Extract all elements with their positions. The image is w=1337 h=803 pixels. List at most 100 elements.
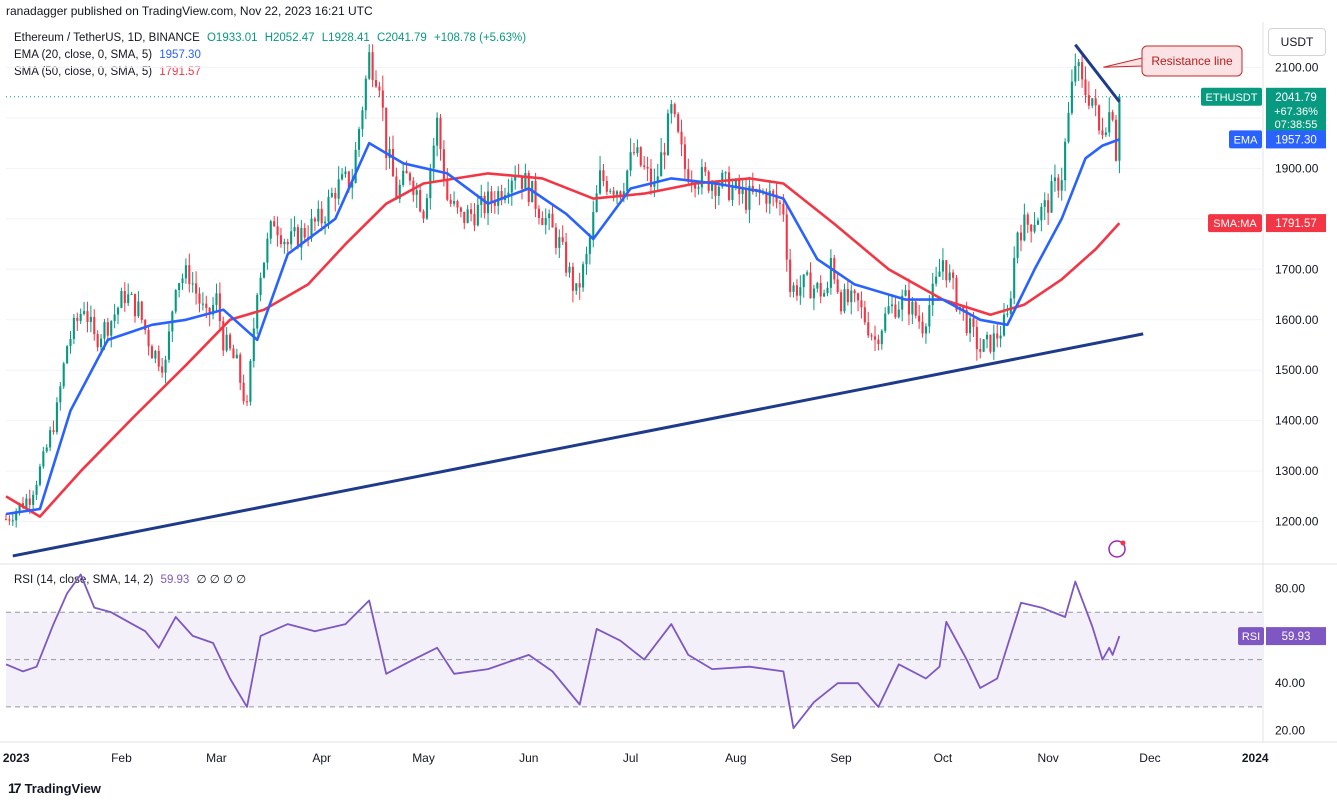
candle-body <box>612 190 615 195</box>
candle-body <box>992 333 995 352</box>
candle-body <box>880 330 883 345</box>
candle-body <box>76 317 79 321</box>
candle-body <box>215 293 218 305</box>
ema-legend-value: 1957.30 <box>159 49 201 61</box>
candle-body <box>1094 98 1097 106</box>
low-value: L1928.41 <box>321 32 370 44</box>
high-value: H2052.47 <box>264 32 315 44</box>
candle-body <box>28 498 31 505</box>
ema-20-line <box>5 138 1120 516</box>
candle-body <box>480 195 483 205</box>
ema-legend[interactable]: EMA (20, close, 0, SMA, 5) 1957.30 <box>14 49 201 61</box>
ethusdt-price-label-extra: 07:38:55 <box>1275 119 1318 131</box>
candle-body <box>269 221 272 239</box>
candle-body <box>1053 177 1056 182</box>
candle-body <box>123 291 126 304</box>
publisher-line: ranadagger published on TradingView.com,… <box>6 4 373 18</box>
sma-price-label-tag: SMA:MA <box>1213 218 1257 230</box>
change-value: +108.78 (+5.63%) <box>434 32 527 44</box>
candle-body <box>49 430 52 448</box>
candle-body <box>1026 214 1029 225</box>
candle-body <box>466 209 469 224</box>
candle-body <box>972 318 975 327</box>
candle-body <box>99 338 103 348</box>
rsi-tag-box <box>1238 627 1264 646</box>
candle-body <box>1104 132 1107 136</box>
candle-body <box>201 303 204 305</box>
candle-body <box>93 316 96 335</box>
candle-body <box>398 184 401 199</box>
sma-legend-label: SMA (50, close, 0, SMA, 5) <box>14 66 153 78</box>
candle-body <box>317 208 320 222</box>
rsi-legend[interactable]: RSI (14, close, SMA, 14, 2) 59.93 ∅ ∅ ∅ … <box>14 572 246 586</box>
candle-body <box>826 287 829 294</box>
time-tick-label: 2024 <box>1242 751 1269 765</box>
sma-legend-value: 1791.57 <box>159 66 201 78</box>
candle-body <box>344 171 347 175</box>
candle-body <box>724 172 727 174</box>
candle-body <box>436 117 439 146</box>
candle-body <box>860 300 863 308</box>
candle-body <box>120 291 123 308</box>
symbol-name[interactable]: Ethereum / TetherUS, 1D, BINANCE <box>14 32 200 44</box>
candle-body <box>924 326 927 334</box>
candle-body <box>79 313 82 321</box>
candle-body <box>449 199 452 204</box>
candle-body <box>42 451 45 467</box>
candle-body <box>955 277 958 311</box>
candle-body <box>276 226 279 236</box>
ethusdt-price-label-tag-box <box>1201 87 1262 106</box>
candle-body <box>293 227 296 232</box>
currency-unit-button[interactable]: USDT <box>1268 28 1326 56</box>
candle-body <box>385 107 388 158</box>
candle-body <box>592 212 595 238</box>
candle-body <box>877 339 880 345</box>
candle-body <box>996 333 999 339</box>
candle-body <box>979 349 982 352</box>
candle-body <box>62 363 65 387</box>
tradingview-brand[interactable]: 17 TradingView <box>8 780 101 796</box>
candle-body <box>938 271 941 277</box>
candle-body <box>1009 298 1012 314</box>
candle-body <box>785 214 788 260</box>
candle-body <box>714 183 717 196</box>
candle-body <box>351 182 354 188</box>
candle-body <box>262 262 266 278</box>
time-tick-label: May <box>412 751 435 765</box>
lightning-icon-dot <box>1120 540 1126 546</box>
candle-body <box>605 181 608 192</box>
candle-body <box>245 401 249 403</box>
candle-body <box>901 295 904 310</box>
candle-body <box>782 203 785 215</box>
candle-body <box>225 334 228 351</box>
price-tick-label: 1300.00 <box>1275 464 1319 478</box>
candle-body <box>836 279 839 293</box>
candle-body <box>232 348 235 359</box>
candle-body <box>561 237 564 242</box>
ethusdt-price-label-tag: ETHUSDT <box>1206 92 1258 104</box>
candle-body <box>1040 206 1043 221</box>
candle-body <box>337 179 340 199</box>
sma-price-label-tag-box <box>1208 214 1262 233</box>
ema-price-label-tag: EMA <box>1234 134 1259 146</box>
candle-body <box>1033 224 1036 232</box>
candle-body <box>636 147 639 154</box>
candle-body <box>870 335 873 337</box>
sma-legend[interactable]: SMA (50, close, 0, SMA, 5) 1791.57 <box>14 66 201 78</box>
time-tick-label: Aug <box>725 751 746 765</box>
candle-body <box>96 334 99 348</box>
candle-body <box>799 287 802 296</box>
candle-body <box>205 303 208 308</box>
candle-body <box>4 519 8 521</box>
candle-body <box>388 148 391 158</box>
candle-body <box>558 237 561 248</box>
candle-body <box>632 152 636 154</box>
candle-body <box>266 238 269 263</box>
candle-body <box>184 265 187 279</box>
candle-body <box>59 386 62 403</box>
candle-body <box>69 338 72 347</box>
candle-body <box>873 336 877 340</box>
candle-body <box>534 180 537 209</box>
rsi-band <box>6 612 1262 707</box>
